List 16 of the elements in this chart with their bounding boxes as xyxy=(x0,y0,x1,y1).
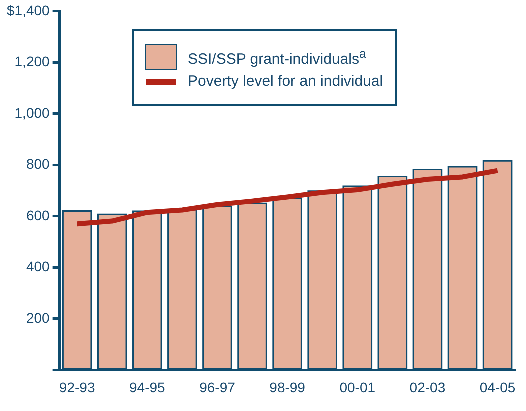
legend-label: Poverty level for an individual xyxy=(188,73,384,90)
y-tick-label: 400 xyxy=(26,258,50,275)
x-tick-label: 04-05 xyxy=(480,379,516,396)
y-tick-label: 1,200 xyxy=(14,54,50,70)
x-tick-label: 92-93 xyxy=(59,379,96,396)
x-tick-label: 02-03 xyxy=(410,379,446,396)
y-tick-label: 1,000 xyxy=(14,104,50,121)
y-tick-label: 200 xyxy=(26,310,50,326)
y-tick-label: 600 xyxy=(26,207,50,224)
x-tick-label: 94-95 xyxy=(130,379,166,396)
x-tick-label: 98-99 xyxy=(270,379,306,396)
y-tick-label: $1,400 xyxy=(6,2,50,18)
x-tick-label: 00-01 xyxy=(340,379,376,396)
legend-label: SSI/SSP grant-individuals$^{a}$ xyxy=(188,46,366,68)
x-tick-label: 96-97 xyxy=(200,379,236,396)
y-tick-label: 800 xyxy=(26,156,50,172)
